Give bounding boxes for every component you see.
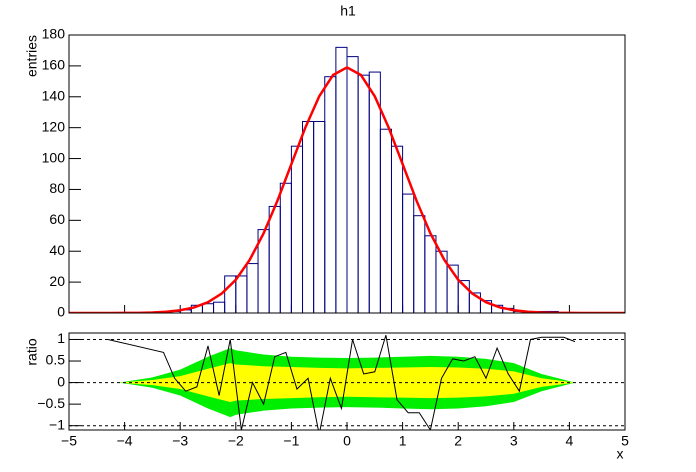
plot-area bbox=[69, 335, 625, 430]
histogram-bin bbox=[402, 193, 415, 313]
y-axis-label: ratio bbox=[24, 338, 40, 365]
histogram-bin bbox=[302, 120, 315, 313]
histogram-bin bbox=[213, 301, 226, 313]
y-tick-label: 60 bbox=[49, 211, 65, 227]
plot-area bbox=[69, 46, 625, 313]
histogram-bin bbox=[279, 182, 292, 313]
chart-title: h1 bbox=[340, 3, 356, 19]
frame bbox=[68, 34, 626, 314]
histogram-bin bbox=[424, 235, 437, 313]
histogram-bin bbox=[368, 71, 381, 313]
histogram-bin bbox=[390, 145, 404, 313]
histogram-bin bbox=[357, 74, 370, 313]
y-tick-label: 0 bbox=[57, 373, 65, 389]
x-tick-label: −1 bbox=[283, 433, 299, 449]
y-tick-label: 40 bbox=[49, 242, 65, 258]
x-axis-label: x bbox=[617, 446, 624, 462]
histogram-bin bbox=[290, 145, 304, 313]
x-tick-label: −4 bbox=[117, 433, 133, 449]
histogram-bin bbox=[413, 215, 426, 313]
y-tick-label: 180 bbox=[42, 26, 66, 42]
residual-line bbox=[107, 335, 576, 430]
histogram-bin bbox=[201, 303, 215, 313]
y-tick-label: 100 bbox=[42, 149, 66, 165]
y-tick-label: 20 bbox=[49, 273, 65, 289]
x-tick-label: −2 bbox=[228, 433, 244, 449]
y-tick-label: 120 bbox=[42, 118, 66, 134]
y-axis-label: entries bbox=[24, 35, 40, 77]
fit-curve bbox=[69, 66, 625, 313]
histogram-bin bbox=[346, 56, 359, 313]
x-tick-label: −5 bbox=[61, 433, 77, 449]
x-tick-label: 2 bbox=[454, 433, 462, 449]
x-tick-label: −3 bbox=[172, 433, 188, 449]
frame bbox=[68, 332, 626, 431]
histogram-bin bbox=[335, 46, 348, 313]
x-tick-label: 5 bbox=[621, 433, 629, 449]
histogram-bin bbox=[313, 120, 326, 313]
y-tick-label: −0.5 bbox=[37, 395, 65, 411]
y-tick-label: 80 bbox=[49, 180, 65, 196]
x-tick-label: 1 bbox=[399, 433, 407, 449]
histogram-bin bbox=[379, 128, 392, 313]
y-tick-label: −1 bbox=[49, 416, 65, 432]
y-tick-label: 0.5 bbox=[46, 352, 66, 368]
y-tick-label: 160 bbox=[42, 57, 66, 73]
x-tick-label: 0 bbox=[343, 433, 351, 449]
y-tick-label: 0 bbox=[57, 304, 65, 320]
histogram-bin bbox=[246, 263, 259, 313]
y-tick-label: 140 bbox=[42, 87, 66, 103]
histogram-bin bbox=[268, 205, 281, 313]
histogram-bin bbox=[235, 275, 248, 313]
x-tick-label: 4 bbox=[566, 433, 574, 449]
histogram-bin bbox=[324, 76, 337, 313]
x-tick-label: 3 bbox=[510, 433, 518, 449]
y-tick-label: 1 bbox=[57, 330, 65, 346]
